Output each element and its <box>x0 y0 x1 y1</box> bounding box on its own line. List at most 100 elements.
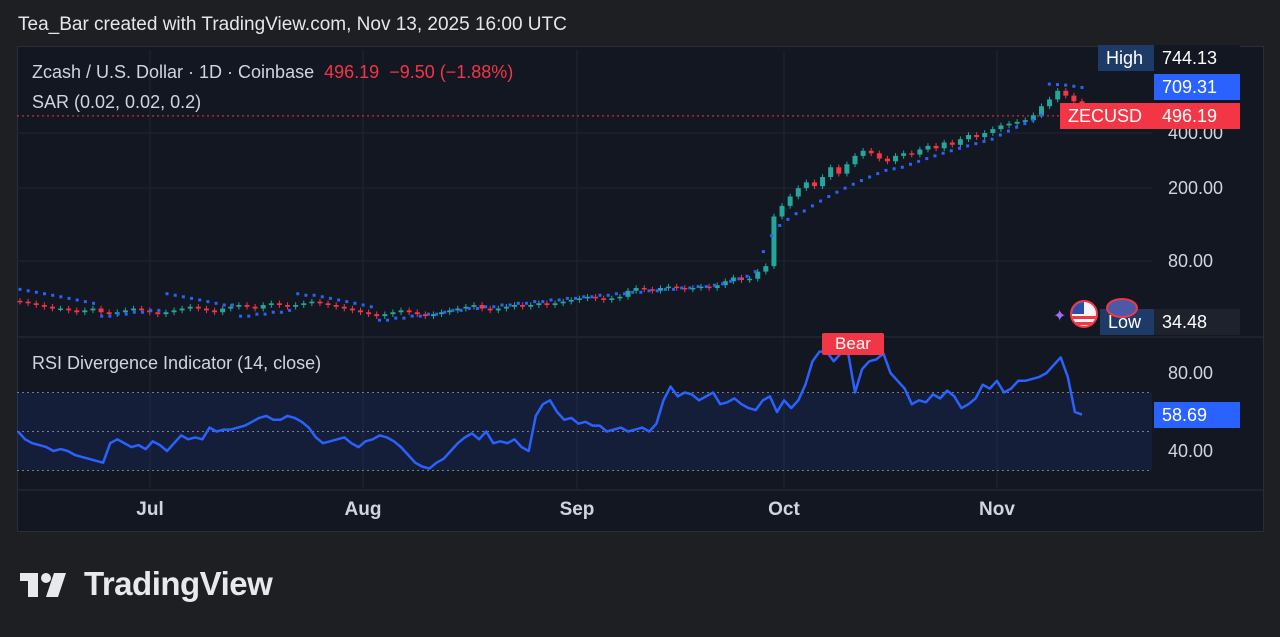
candle-body <box>901 153 907 156</box>
sar-dot <box>516 301 520 305</box>
price-tick-200: 200.00 <box>1168 178 1224 198</box>
candle-body <box>49 306 55 309</box>
candle-body <box>463 306 469 309</box>
sar-dot <box>998 133 1002 137</box>
sar-dot <box>500 303 504 307</box>
sar-dot <box>255 312 259 316</box>
candle-body <box>593 296 599 299</box>
candle-body <box>625 290 631 297</box>
bear-divergence-label: Bear <box>822 333 884 355</box>
sar-dot <box>827 195 831 199</box>
candle-body <box>309 301 315 304</box>
rsi-legend[interactable]: RSI Divergence Indicator (14, close) <box>32 353 321 374</box>
sar-dot <box>198 298 202 302</box>
sar-dot <box>67 296 71 300</box>
candle-body <box>1063 90 1069 96</box>
candle-body <box>698 286 704 289</box>
sar-dot <box>1031 118 1035 122</box>
sar-dot <box>247 314 251 318</box>
sar-dot <box>1047 82 1051 86</box>
candle-body <box>528 305 534 307</box>
sar-dot <box>320 295 324 299</box>
sar-dot <box>18 287 22 291</box>
sar-dot <box>1039 113 1043 117</box>
candle-body <box>430 314 436 317</box>
candle-body <box>503 306 509 309</box>
sar-dot <box>124 312 128 316</box>
sar-dot <box>402 316 406 320</box>
candle-body <box>244 305 250 307</box>
candle-body <box>763 266 769 272</box>
candle-body <box>1022 120 1028 122</box>
candle-body <box>884 158 890 162</box>
candle-body <box>195 306 201 309</box>
sar-dot <box>810 204 814 208</box>
candle-body <box>236 305 242 307</box>
candle-body <box>803 182 809 189</box>
sar-dot <box>181 295 185 299</box>
sar-dot <box>549 298 553 302</box>
sar-dot <box>892 167 896 171</box>
candle-body <box>836 167 842 174</box>
sparkle-icon[interactable]: ✦ <box>1053 308 1067 325</box>
candle-body <box>422 314 428 317</box>
candle-body <box>260 305 266 309</box>
sar-dot <box>100 314 104 318</box>
sar-dot <box>925 157 929 161</box>
candle-body <box>787 196 793 206</box>
x-tick-aug: Aug <box>344 499 382 520</box>
sar-dot <box>565 296 569 300</box>
candle-body <box>771 216 777 267</box>
sar-legend[interactable]: SAR (0.02, 0.02, 0.2) <box>32 92 201 113</box>
sar-dot <box>34 290 38 294</box>
candle-body <box>228 306 234 309</box>
sar-legend-label: SAR (0.02, 0.02, 0.2) <box>32 92 202 112</box>
sar-dot <box>51 293 55 297</box>
sar-dot <box>884 168 888 172</box>
candle-body <box>106 312 112 315</box>
sar-dot <box>696 285 700 289</box>
candle-body <box>682 287 688 290</box>
chart-frame[interactable] <box>17 46 1264 532</box>
sar-dot <box>377 318 381 322</box>
chart-attribution: Tea_Bar created with TradingView.com, No… <box>18 14 567 35</box>
sar-dot <box>92 301 96 305</box>
candle-body <box>58 308 64 311</box>
candle-body <box>917 149 923 155</box>
sar-dot <box>475 307 479 311</box>
sar-dot <box>43 292 47 296</box>
candle-body <box>925 145 931 150</box>
sar-dot <box>949 149 953 153</box>
high-value-tag: 744.13 <box>1154 45 1240 71</box>
sar-dot <box>786 217 790 221</box>
sar-dot <box>132 310 136 314</box>
candle-body <box>203 308 209 311</box>
event-flag-icon[interactable] <box>1106 298 1138 318</box>
sar-dot <box>835 190 839 194</box>
candle-body <box>1006 123 1012 126</box>
candle-body <box>471 305 477 307</box>
candle-body <box>941 142 947 149</box>
candle-body <box>25 301 31 304</box>
x-tick-jul: Jul <box>136 499 164 520</box>
symbol-name: Zcash / U.S. Dollar · 1D · Coinbase <box>32 62 315 82</box>
tradingview-brand: TradingView <box>84 565 273 602</box>
candle-body <box>876 153 882 159</box>
candle-body <box>439 312 445 315</box>
candle-body <box>617 296 623 299</box>
candle-body <box>544 303 550 306</box>
sar-dot <box>590 295 594 299</box>
candle-body <box>414 312 420 315</box>
sar-dot <box>230 303 234 307</box>
candle-body <box>212 310 218 313</box>
us-flag-icon[interactable] <box>1070 300 1098 328</box>
symbol-legend[interactable]: Zcash / U.S. Dollar · 1D · Coinbase 496.… <box>32 62 513 83</box>
sar-dot <box>337 298 341 302</box>
sar-dot <box>1072 84 1076 88</box>
tradingview-footer[interactable]: TradingView <box>20 565 273 603</box>
sar-dot <box>426 312 430 316</box>
sar-dot <box>524 301 528 305</box>
candle-body <box>66 308 72 311</box>
last-price-tag: 496.19 <box>1154 103 1240 129</box>
